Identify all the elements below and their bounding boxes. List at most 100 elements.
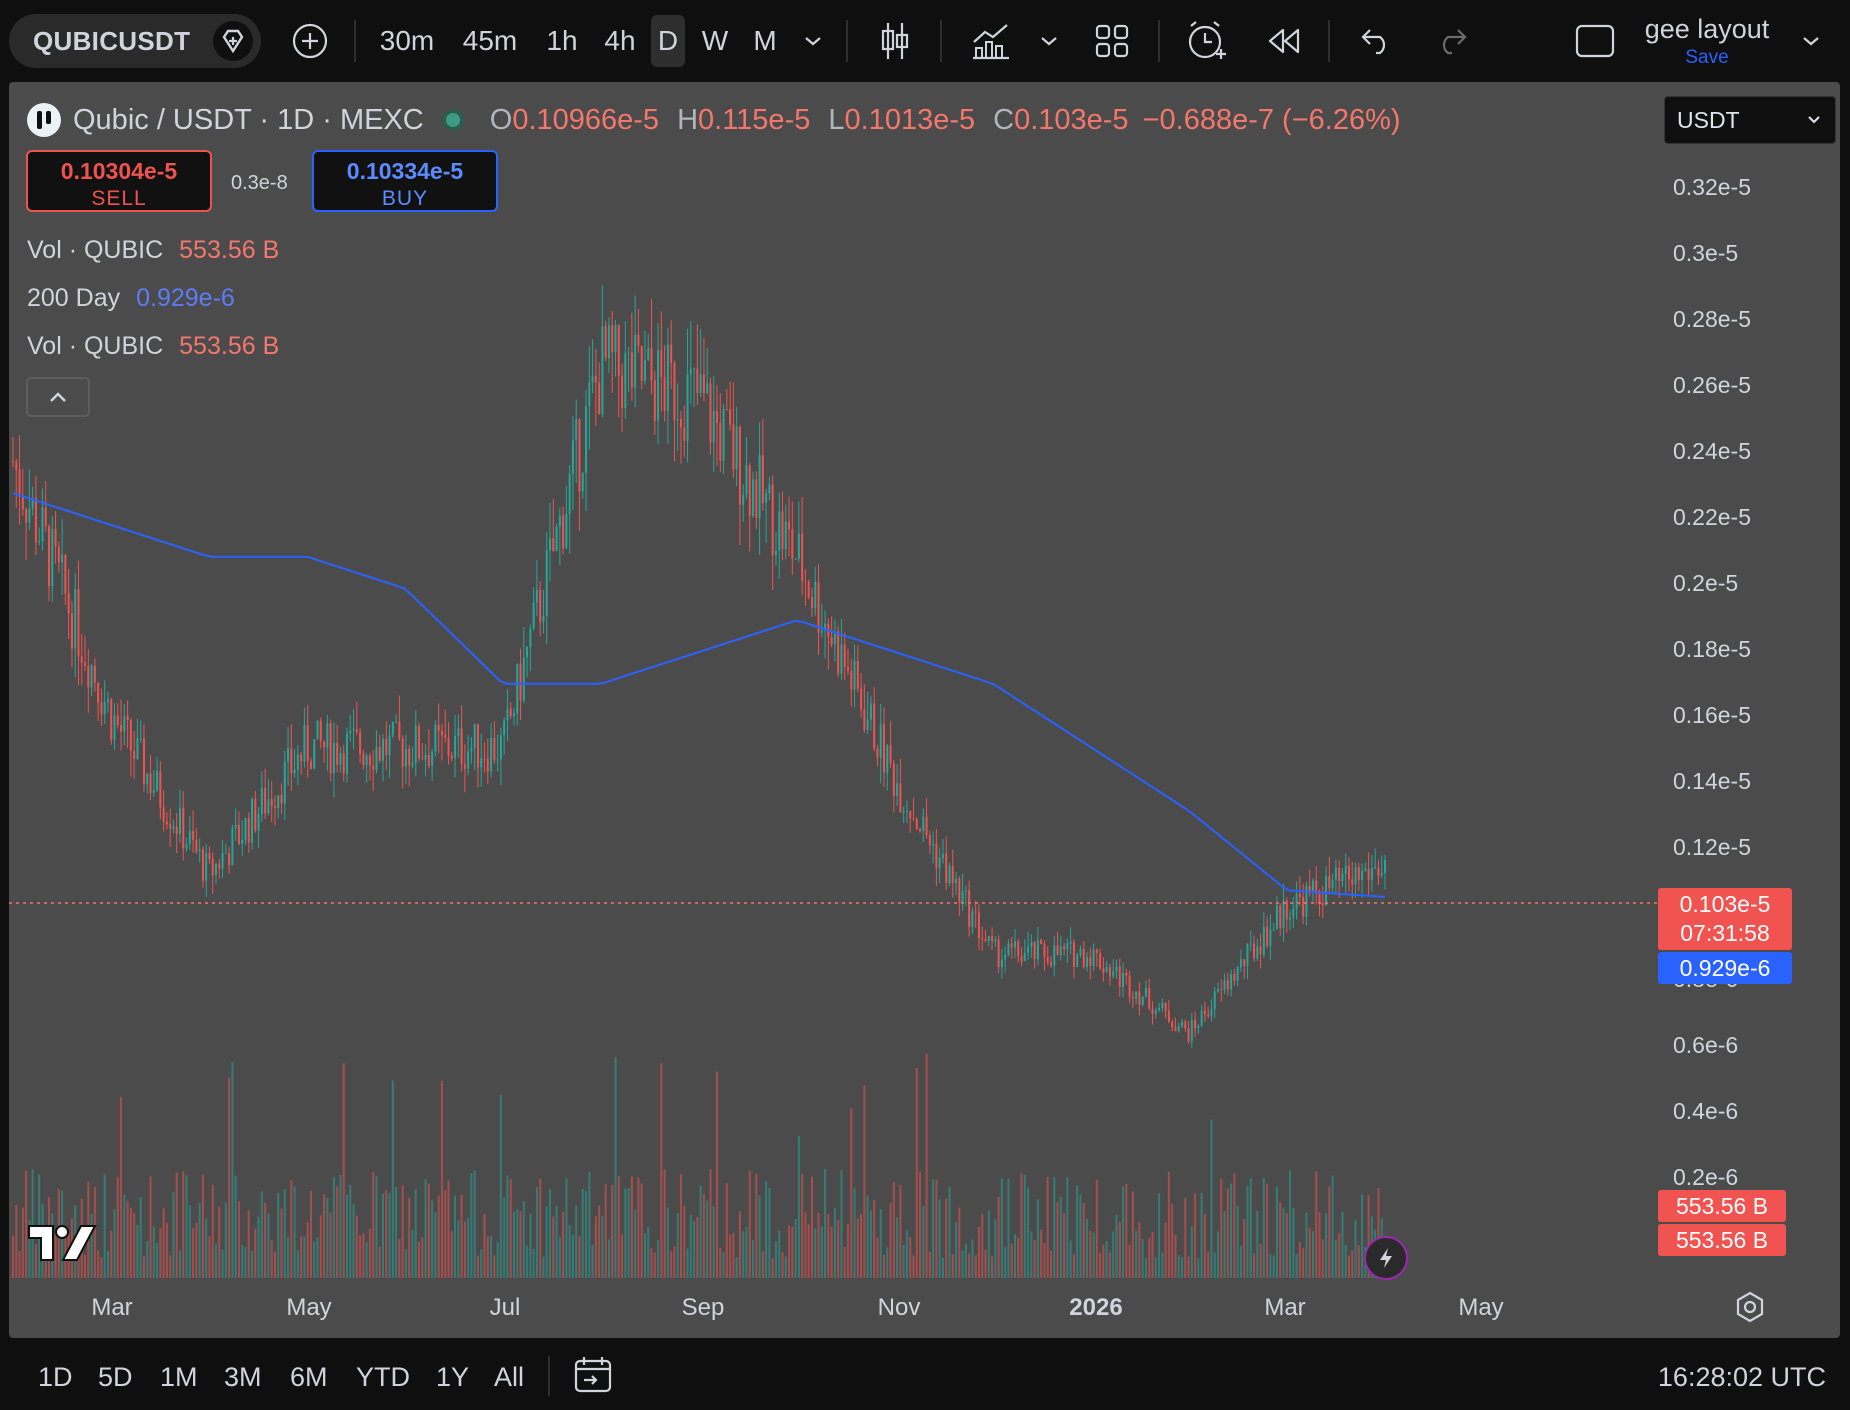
candle-body bbox=[794, 558, 797, 560]
volume-bar bbox=[21, 1207, 24, 1278]
replay-icon[interactable] bbox=[1258, 15, 1310, 67]
range-1y[interactable]: 1Y bbox=[436, 1362, 470, 1392]
candles-chart-type-icon[interactable] bbox=[872, 15, 918, 67]
volume-bar bbox=[1328, 1186, 1331, 1278]
candle-body bbox=[941, 853, 944, 858]
interval-d[interactable]: D bbox=[651, 15, 685, 67]
sell-button[interactable]: 0.10304e-5 SELL bbox=[26, 150, 212, 212]
interval-m[interactable]: M bbox=[753, 25, 777, 56]
volume-bar bbox=[496, 1242, 499, 1278]
chart-pane[interactable]: Qubic / USDT · 1D · MEXC O 0.10966e-5 H 0.… bbox=[9, 82, 1840, 1338]
candle-body bbox=[624, 353, 627, 408]
indicators-icon[interactable] bbox=[966, 15, 1016, 67]
volume-bar bbox=[280, 1208, 283, 1278]
time-axis-label: 2026 bbox=[1069, 1294, 1123, 1321]
candle-body bbox=[879, 724, 882, 758]
range-1m[interactable]: 1M bbox=[160, 1362, 198, 1392]
price-axis-label: 0.16e-5 bbox=[1673, 702, 1752, 728]
volume-bar bbox=[257, 1216, 260, 1278]
clock-timezone[interactable]: 16:28:02 UTC bbox=[1657, 1362, 1826, 1392]
volume-bar bbox=[873, 1199, 876, 1278]
volume-bar bbox=[34, 1244, 37, 1278]
volume-bar bbox=[1115, 1214, 1118, 1278]
volume-bar bbox=[398, 1238, 401, 1278]
indicator-volume-2[interactable]: Vol · QUBIC 553.56 B bbox=[27, 332, 279, 361]
range-5d[interactable]: 5D bbox=[98, 1362, 133, 1392]
buy-button[interactable]: 0.10334e-5 BUY bbox=[312, 150, 498, 212]
fullscreen-icon[interactable] bbox=[1572, 15, 1618, 67]
candle-body bbox=[424, 754, 427, 760]
add-symbol-icon[interactable] bbox=[284, 15, 336, 67]
price-chart-canvas[interactable] bbox=[9, 82, 1840, 1338]
candle-body bbox=[575, 419, 578, 441]
lightning-icon[interactable] bbox=[1364, 1236, 1408, 1280]
chart-settings-icon[interactable] bbox=[1733, 1290, 1767, 1329]
price-axis-label: 0.14e-5 bbox=[1673, 768, 1752, 794]
candle-body bbox=[571, 440, 574, 474]
candle-body bbox=[686, 374, 689, 441]
moving-average-200-line bbox=[12, 492, 1386, 898]
candle-body bbox=[493, 737, 496, 761]
volume-bar bbox=[961, 1250, 964, 1278]
volume-bar bbox=[869, 1210, 872, 1278]
candle-body bbox=[215, 863, 218, 876]
indicator-volume[interactable]: Vol · QUBIC 553.56 B bbox=[27, 236, 279, 265]
interval-w[interactable]: W bbox=[701, 25, 729, 56]
watchlist-gem-icon[interactable] bbox=[213, 21, 253, 61]
redo-icon[interactable] bbox=[1428, 15, 1474, 67]
layout-name[interactable]: gee layout bbox=[1644, 14, 1770, 44]
legend-title[interactable]: Qubic / USDT · 1D · MEXC bbox=[73, 103, 424, 136]
layout-grid-icon[interactable] bbox=[1088, 15, 1136, 67]
volume-bar bbox=[598, 1205, 601, 1278]
candle-body bbox=[964, 890, 967, 892]
interval-45m[interactable]: 45m bbox=[462, 25, 518, 56]
volume-bar bbox=[545, 1206, 548, 1278]
candle-body bbox=[1380, 872, 1383, 876]
volume-bar bbox=[352, 1204, 355, 1278]
interval-4h[interactable]: 4h bbox=[604, 25, 636, 56]
range-3m[interactable]: 3M bbox=[224, 1362, 262, 1392]
volume-bar bbox=[264, 1202, 267, 1278]
volume-bar bbox=[349, 1185, 352, 1278]
volume-bar bbox=[1344, 1244, 1347, 1278]
candle-body bbox=[663, 377, 666, 411]
candle-body bbox=[1331, 879, 1334, 888]
undo-icon[interactable] bbox=[1354, 15, 1400, 67]
volume-bar bbox=[1253, 1253, 1256, 1278]
candle-body bbox=[804, 580, 807, 582]
candle-body bbox=[1154, 1010, 1157, 1014]
candle-body bbox=[434, 724, 437, 752]
candle-body bbox=[558, 515, 561, 527]
indicators-dropdown-icon[interactable] bbox=[1036, 15, 1062, 67]
currency-select[interactable]: USDT bbox=[1664, 96, 1836, 144]
candle-body bbox=[408, 748, 411, 766]
candle-body bbox=[473, 724, 476, 748]
range-6m[interactable]: 6M bbox=[290, 1362, 328, 1392]
candle-body bbox=[1220, 989, 1223, 991]
layout-save-link[interactable]: Save bbox=[1685, 47, 1729, 68]
candle-body bbox=[568, 473, 571, 515]
candle-body bbox=[404, 748, 407, 767]
volume-bar bbox=[676, 1213, 679, 1278]
layout-dropdown-icon[interactable] bbox=[1796, 15, 1826, 67]
volume-bar bbox=[18, 1251, 21, 1278]
volume-bar bbox=[948, 1187, 951, 1278]
range-1d[interactable]: 1D bbox=[38, 1362, 73, 1392]
interval-1h[interactable]: 1h bbox=[546, 25, 578, 56]
interval-dropdown-icon[interactable] bbox=[798, 15, 828, 67]
candle-body bbox=[735, 426, 738, 470]
volume-bar bbox=[594, 1216, 597, 1278]
goto-date-icon[interactable] bbox=[572, 1354, 614, 1401]
interval-30m[interactable]: 30m bbox=[379, 25, 435, 56]
candle-body bbox=[372, 765, 375, 770]
collapse-legend-button[interactable] bbox=[26, 377, 90, 417]
ohlc-low: 0.1013e-5 bbox=[844, 103, 976, 136]
symbol-search-button[interactable]: QUBICUSDT bbox=[9, 14, 261, 68]
alert-icon[interactable] bbox=[1180, 15, 1234, 67]
volume-bar bbox=[391, 1080, 394, 1278]
range-all[interactable]: All bbox=[494, 1362, 525, 1392]
indicator-ma-200[interactable]: 200 Day 0.929e-6 bbox=[27, 284, 235, 313]
range-ytd[interactable]: YTD bbox=[356, 1362, 410, 1392]
volume-bar bbox=[411, 1230, 414, 1278]
candle-body bbox=[837, 631, 840, 674]
